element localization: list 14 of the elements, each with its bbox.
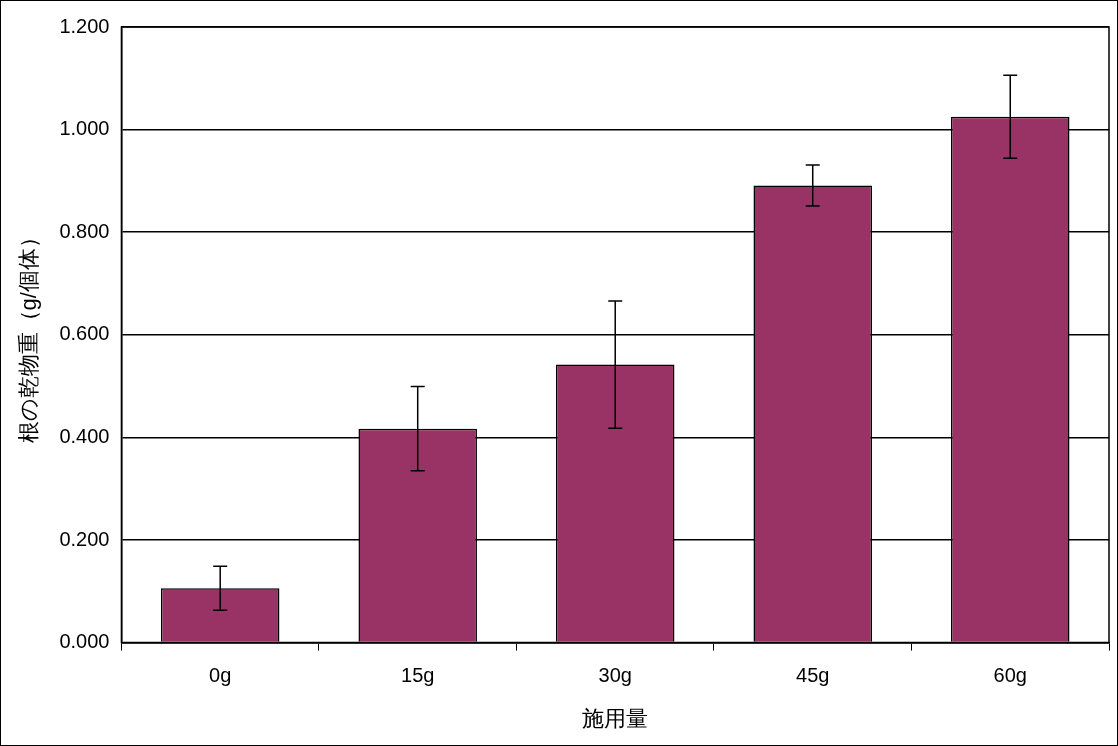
x-tick-label: 60g [993,664,1027,687]
y-axis-title: 根の乾物重（g/個体） [16,226,42,444]
y-tick-label: 0.600 [59,322,110,345]
x-axis-title: 施用量 [582,705,649,731]
y-tick-label: 1.200 [59,14,110,37]
x-tick-label: 30g [598,664,632,687]
y-tick-label: 0.800 [59,219,110,242]
x-tick-label: 0g [209,664,232,687]
y-tick-label: 0.400 [59,424,110,447]
y-tick-label: 1.000 [59,117,110,140]
x-tick-label: 45g [796,664,830,687]
y-tick-label: 0.000 [59,630,110,653]
y-tick-label: 0.200 [59,527,110,550]
x-tick-label: 15g [401,664,435,687]
